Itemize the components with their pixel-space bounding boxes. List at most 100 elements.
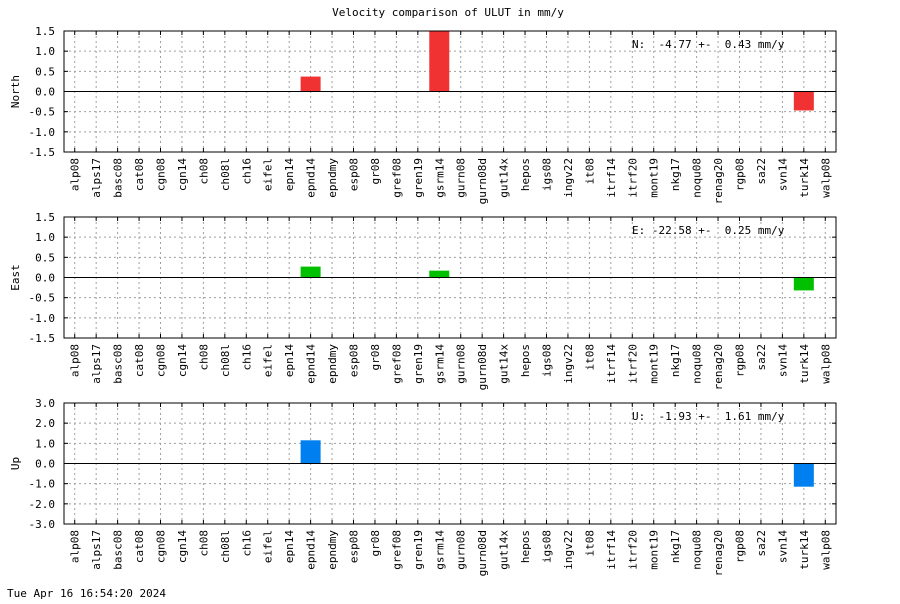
x-tick-label: gsrm14: [433, 344, 446, 384]
x-tick-label: ch08l: [219, 344, 232, 377]
x-tick-label: svn14: [776, 158, 789, 191]
x-tick-label: mont19: [648, 344, 661, 384]
y-tick-label: 0.5: [35, 251, 55, 264]
x-tick-label: renag20: [712, 344, 725, 390]
x-tick-label: epndmy: [326, 158, 339, 198]
x-tick-label: svn14: [776, 530, 789, 563]
x-tick-label: eifel: [262, 530, 275, 563]
x-tick-label: turk14: [798, 530, 811, 570]
x-tick-label: ch16: [240, 344, 253, 371]
x-tick-label: noqu08: [691, 530, 704, 570]
x-tick-label: itrf20: [626, 530, 639, 570]
y-axis-label: East: [9, 264, 22, 291]
x-tick-label: itrf20: [626, 158, 639, 198]
y-tick-label: 1.0: [35, 437, 55, 450]
x-tick-label: esp08: [348, 344, 361, 377]
x-tick-label: it08: [583, 158, 596, 185]
x-tick-label: itrf14: [605, 158, 618, 198]
x-tick-label: gurn08d: [476, 158, 489, 204]
y-tick-label: 1.0: [35, 45, 55, 58]
x-tick-label: gurn08: [455, 158, 468, 198]
x-tick-label: gr08: [369, 158, 382, 185]
y-tick-label: -3.0: [29, 518, 56, 531]
y-tick-label: -1.5: [29, 146, 56, 159]
x-tick-label: gref08: [390, 344, 403, 384]
x-tick-label: gref08: [390, 530, 403, 570]
x-tick-label: esp08: [348, 158, 361, 191]
x-tick-label: epndmy: [326, 344, 339, 384]
y-axis-label: Up: [9, 457, 22, 470]
x-tick-label: walp08: [819, 344, 832, 384]
chart-panel-1: 1.5 1.0 0.5 0.0 -0.5 -1.0 -1.5 alp08 alps17 basc0…: [9, 211, 837, 390]
x-tick-label: mont19: [648, 158, 661, 198]
x-tick-label: esp08: [348, 530, 361, 563]
chart-panel-0: 1.5 1.0 0.5 0.0 -0.5 -1.0 -1.5 alp08 alps17 basc0…: [9, 25, 837, 204]
bar-epnd14: [300, 440, 321, 464]
x-tick-label: ch08: [197, 344, 210, 371]
x-tick-label: eifel: [262, 344, 275, 377]
x-tick-label: gsrm14: [433, 158, 446, 198]
x-tick-label: nkg17: [669, 344, 682, 377]
plot-frame: [63, 30, 837, 153]
x-tick-label: turk14: [798, 344, 811, 384]
x-tick-label: nkg17: [669, 530, 682, 563]
x-tick-label: epn14: [283, 530, 296, 563]
x-tick-label: itrf14: [605, 530, 618, 570]
y-tick-label: 1.5: [35, 211, 55, 224]
x-tick-label: alp08: [69, 158, 82, 191]
x-tick-label: renag20: [712, 530, 725, 576]
x-tick-label: renag20: [712, 158, 725, 204]
stats-annotation: N: -4.77 +- 0.43 mm/y: [632, 38, 785, 51]
x-tick-label: sa22: [755, 344, 768, 371]
x-tick-label: it08: [583, 530, 596, 557]
x-tick-label: igs08: [541, 530, 554, 563]
x-tick-label: alps17: [90, 158, 103, 198]
x-tick-label: ch08: [197, 530, 210, 557]
x-tick-label: eifel: [262, 158, 275, 191]
y-tick-label: -1.0: [29, 478, 56, 491]
timestamp: Tue Apr 16 16:54:20 2024: [7, 587, 166, 600]
x-tick-label: cgn08: [155, 344, 168, 377]
y-tick-label: -0.5: [29, 292, 56, 305]
y-tick-label: 1.0: [35, 231, 55, 244]
x-tick-label: basc08: [112, 344, 125, 384]
x-tick-label: cat08: [133, 344, 146, 377]
x-tick-label: hepos: [519, 158, 532, 191]
x-tick-label: ingv22: [562, 530, 575, 570]
x-tick-label: alp08: [69, 530, 82, 563]
y-tick-label: -1.5: [29, 332, 56, 345]
bar-turk14: [793, 277, 814, 291]
stats-annotation: U: -1.93 +- 1.61 mm/y: [632, 410, 785, 423]
y-tick-label: 2.0: [35, 417, 55, 430]
bar-turk14: [793, 91, 814, 111]
x-tick-label: epn14: [283, 158, 296, 191]
x-tick-label: epn14: [283, 344, 296, 377]
x-tick-label: gurn08: [455, 530, 468, 570]
plot-frame: [63, 402, 837, 525]
y-tick-label: -0.5: [29, 106, 56, 119]
x-tick-label: it08: [583, 344, 596, 371]
y-tick-label: 0.0: [35, 272, 55, 285]
x-tick-label: ch08l: [219, 530, 232, 563]
x-tick-label: gren19: [412, 530, 425, 570]
x-tick-label: cat08: [133, 158, 146, 191]
x-tick-label: rgp08: [734, 344, 747, 377]
y-tick-label: 0.5: [35, 65, 55, 78]
x-tick-label: nkg17: [669, 158, 682, 191]
y-tick-label: 0.0: [35, 458, 55, 471]
x-tick-label: ingv22: [562, 344, 575, 384]
chart-title: Velocity comparison of ULUT in mm/y: [332, 6, 564, 19]
x-tick-label: basc08: [112, 530, 125, 570]
y-tick-label: 0.0: [35, 86, 55, 99]
x-tick-label: ingv22: [562, 158, 575, 198]
x-tick-label: gr08: [369, 530, 382, 557]
x-tick-label: alps17: [90, 344, 103, 384]
x-tick-label: epnd14: [305, 530, 318, 570]
x-tick-label: igs08: [541, 158, 554, 191]
x-tick-label: gurn08d: [476, 344, 489, 390]
x-tick-label: gr08: [369, 344, 382, 371]
x-tick-label: itrf14: [605, 344, 618, 384]
x-tick-label: alp08: [69, 344, 82, 377]
x-tick-label: noqu08: [691, 158, 704, 198]
